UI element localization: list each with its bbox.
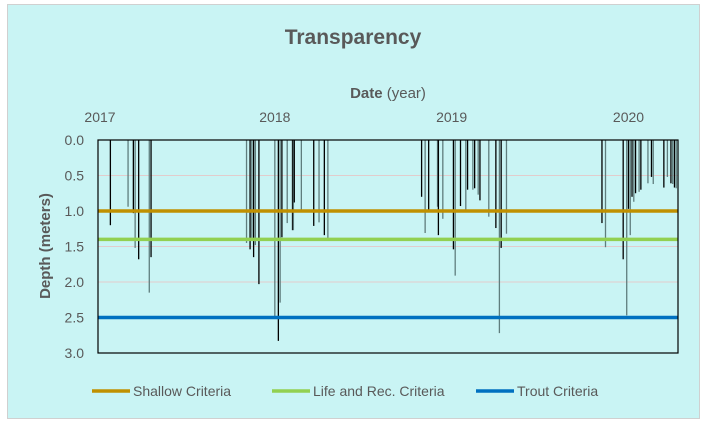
y-tick-label: 3.0 <box>65 345 85 361</box>
x-tick-label: 2020 <box>613 109 644 125</box>
legend-label: Shallow Criteria <box>133 383 231 399</box>
y-axis-title: Depth (meters) <box>37 193 54 299</box>
legend-label: Life and Rec. Criteria <box>313 383 445 399</box>
x-tick-label: 2019 <box>436 109 467 125</box>
y-tick-label: 1.0 <box>65 203 85 219</box>
x-axis-title-bold: Date <box>350 85 383 102</box>
y-tick-label: 0.5 <box>65 168 85 184</box>
y-tick-label: 0.0 <box>65 132 85 148</box>
y-tick-label: 2.5 <box>65 310 85 326</box>
legend-label: Trout Criteria <box>517 383 598 399</box>
y-tick-label: 1.5 <box>65 239 85 255</box>
x-tick-label: 2018 <box>259 109 290 125</box>
x-axis-title-unit: (year) <box>383 85 426 102</box>
chart-title: Transparency <box>285 26 422 49</box>
x-axis-title: Date (year) <box>350 85 426 102</box>
y-tick-label: 2.0 <box>65 274 85 290</box>
plot-frame <box>97 139 679 354</box>
x-tick-label: 2017 <box>84 109 115 125</box>
